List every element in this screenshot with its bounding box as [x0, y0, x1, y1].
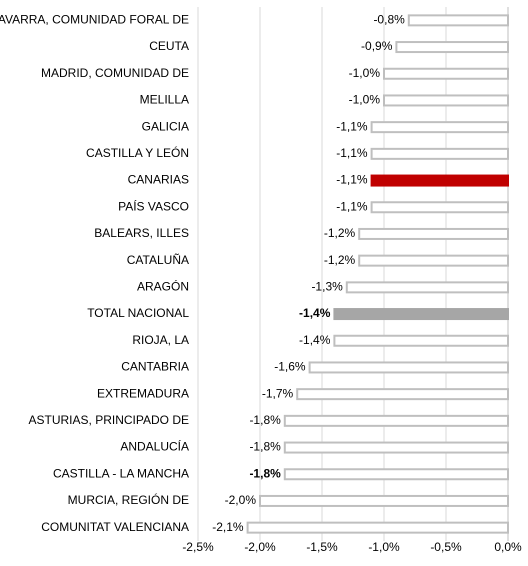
data-label: -0,9%	[361, 39, 393, 53]
data-label: -1,1%	[336, 119, 368, 133]
y-tick-label: COMUNITAT VALENCIANA	[41, 520, 189, 534]
y-tick-label: MADRID, COMUNIDAD DE	[41, 66, 189, 80]
y-tick-label: CASTILLA - LA MANCHA	[53, 466, 189, 480]
y-tick-label: CEUTA	[149, 39, 189, 53]
y-tick-label: MELILLA	[140, 93, 189, 107]
data-label: -1,0%	[349, 66, 381, 80]
bar	[296, 388, 510, 401]
bar	[308, 361, 509, 374]
y-tick-label: NAVARRA, COMUNIDAD FORAL DE	[0, 13, 189, 27]
x-tick-label: 0,0%	[494, 540, 522, 554]
data-label: -0,8%	[373, 13, 405, 27]
y-tick-label: TOTAL NACIONAL	[87, 306, 189, 320]
y-tick-label: CATALUÑA	[127, 253, 189, 267]
data-label: -1,1%	[336, 199, 368, 213]
x-tick-label: -0,5%	[430, 540, 462, 554]
bar	[358, 254, 510, 267]
bar	[345, 281, 509, 294]
data-label: -1,4%	[299, 306, 331, 320]
x-tick-label: -1,5%	[306, 540, 338, 554]
data-label: -2,0%	[225, 493, 257, 507]
bar	[259, 494, 509, 507]
bar	[395, 41, 509, 54]
bar	[370, 147, 509, 160]
bar	[333, 334, 509, 347]
bar	[407, 14, 509, 27]
bar	[383, 67, 509, 80]
y-tick-label: ASTURIAS, PRINCIPADO DE	[29, 413, 189, 427]
bar	[383, 94, 509, 107]
bar	[370, 174, 509, 187]
data-label: -1,1%	[336, 173, 368, 187]
bar	[358, 227, 510, 240]
y-tick-label: BALEARS, ILLES	[94, 226, 189, 240]
data-label: -1,3%	[311, 280, 343, 294]
y-tick-label: MURCIA, REGIÓN DE	[68, 492, 189, 507]
data-label: -1,2%	[324, 226, 356, 240]
y-tick-label: CANARIAS	[128, 173, 189, 187]
y-tick-label: CANTABRIA	[121, 360, 189, 374]
y-tick-label: RIOJA, LA	[132, 333, 189, 347]
y-tick-label: PAÍS VASCO	[118, 198, 189, 213]
x-tick-label: -2,0%	[244, 540, 276, 554]
data-label: -1,6%	[274, 360, 306, 374]
bar	[333, 308, 509, 321]
bar	[370, 201, 509, 214]
y-tick-label: ARAGÓN	[137, 279, 189, 294]
y-tick-label: ANDALUCÍA	[120, 439, 189, 454]
y-tick-label: CASTILLA Y LEÓN	[86, 145, 189, 160]
bar	[283, 468, 509, 481]
data-label: -1,8%	[249, 466, 281, 480]
x-tick-label: -1,0%	[368, 540, 400, 554]
data-label: -1,8%	[249, 413, 281, 427]
data-label: -2,1%	[212, 520, 244, 534]
data-label: -1,7%	[262, 386, 294, 400]
data-label: -1,0%	[349, 93, 381, 107]
x-tick-label: -2,5%	[182, 540, 214, 554]
bar	[283, 414, 509, 427]
bar	[370, 121, 509, 134]
data-label: -1,1%	[336, 146, 368, 160]
bar	[283, 441, 509, 454]
data-label: -1,2%	[324, 253, 356, 267]
y-tick-label: EXTREMADURA	[97, 386, 189, 400]
data-label: -1,4%	[299, 333, 331, 347]
bar	[246, 521, 509, 534]
y-tick-label: GALICIA	[142, 119, 189, 133]
data-label: -1,8%	[249, 440, 281, 454]
